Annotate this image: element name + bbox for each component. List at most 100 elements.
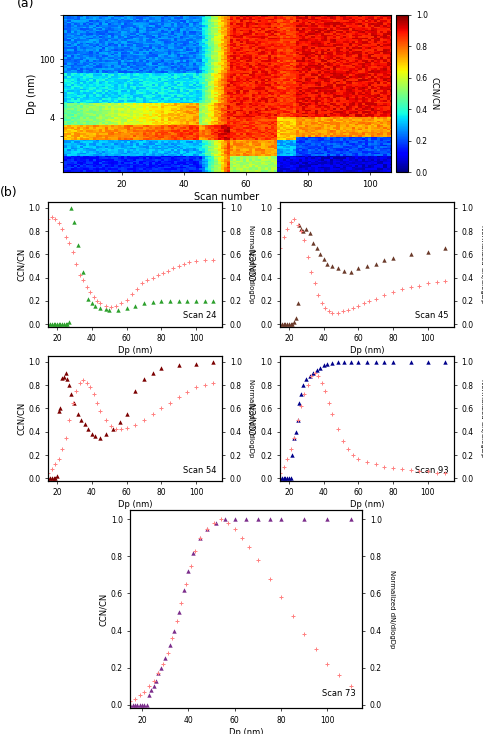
Point	[389, 252, 397, 264]
Point	[48, 211, 56, 223]
Point	[60, 319, 68, 330]
Point	[210, 295, 217, 307]
Point	[131, 699, 139, 711]
Point	[164, 265, 172, 277]
Point	[185, 565, 192, 577]
Point	[60, 371, 68, 383]
Point	[313, 364, 321, 376]
Point	[287, 216, 295, 228]
Point	[254, 514, 262, 526]
Y-axis label: Normalized dN/dlogDp: Normalized dN/dlogDp	[248, 225, 255, 303]
Text: Scan 93: Scan 93	[415, 465, 449, 475]
Point	[276, 467, 284, 479]
Point	[328, 408, 336, 420]
Point	[424, 465, 432, 477]
Point	[114, 305, 122, 316]
Point	[156, 661, 164, 673]
Point	[51, 459, 59, 470]
Point	[407, 356, 414, 368]
Point	[334, 424, 341, 435]
Point	[304, 251, 312, 263]
Point	[278, 473, 286, 484]
Point	[324, 658, 331, 669]
Point	[363, 356, 371, 368]
Point	[322, 385, 329, 397]
Point	[79, 274, 87, 286]
Point	[166, 397, 174, 409]
Point	[131, 299, 139, 311]
Point	[123, 294, 130, 305]
Point	[290, 214, 298, 225]
Point	[192, 255, 200, 267]
Point	[372, 356, 380, 368]
Point	[62, 432, 70, 443]
Point	[64, 319, 71, 330]
Text: Scan 54: Scan 54	[184, 465, 217, 475]
Point	[55, 405, 63, 417]
X-axis label: Scan number: Scan number	[195, 192, 259, 202]
Point	[441, 275, 449, 287]
Point	[311, 277, 319, 289]
Point	[201, 379, 209, 391]
Point	[210, 517, 218, 529]
Point	[145, 680, 153, 692]
Point	[283, 473, 291, 484]
Point	[97, 297, 104, 309]
Point	[159, 267, 167, 279]
Point	[415, 465, 423, 477]
Point	[294, 297, 301, 309]
Point	[398, 283, 406, 295]
Point	[112, 299, 120, 311]
Point	[323, 358, 331, 370]
Point	[290, 316, 298, 328]
Point	[46, 319, 54, 330]
Point	[175, 360, 183, 371]
Point	[102, 299, 110, 311]
Point	[299, 225, 307, 237]
Point	[117, 424, 125, 435]
Point	[339, 435, 347, 447]
Point	[344, 305, 352, 316]
Point	[309, 237, 317, 249]
Point	[415, 280, 423, 291]
Point	[349, 302, 357, 314]
Point	[86, 382, 94, 393]
Point	[266, 514, 273, 526]
Point	[313, 243, 321, 255]
Point	[102, 303, 110, 315]
X-axis label: Dp (nm): Dp (nm)	[118, 500, 153, 509]
Point	[161, 653, 169, 664]
Point	[149, 272, 156, 283]
Point	[109, 424, 116, 435]
Point	[316, 248, 324, 260]
Point	[170, 263, 177, 275]
Point	[85, 424, 92, 435]
Point	[347, 680, 355, 692]
Point	[407, 281, 414, 293]
Point	[141, 686, 148, 697]
Point	[320, 253, 327, 265]
Point	[355, 263, 362, 275]
Point	[325, 305, 333, 317]
Point	[398, 463, 406, 475]
Point	[97, 432, 104, 443]
Point	[287, 473, 295, 484]
Point	[157, 402, 165, 414]
Point	[203, 523, 211, 534]
Point	[302, 223, 310, 235]
Point	[128, 288, 136, 300]
Point	[433, 277, 440, 288]
Point	[155, 667, 162, 679]
Point	[349, 449, 357, 461]
Point	[328, 307, 336, 319]
Point	[282, 473, 289, 484]
Point	[318, 297, 326, 309]
Point	[283, 223, 291, 235]
Point	[192, 358, 200, 370]
Point	[140, 414, 148, 426]
Point	[407, 465, 414, 476]
Point	[97, 302, 104, 314]
Text: (a): (a)	[17, 0, 34, 10]
Point	[77, 414, 85, 426]
Point	[304, 379, 312, 391]
